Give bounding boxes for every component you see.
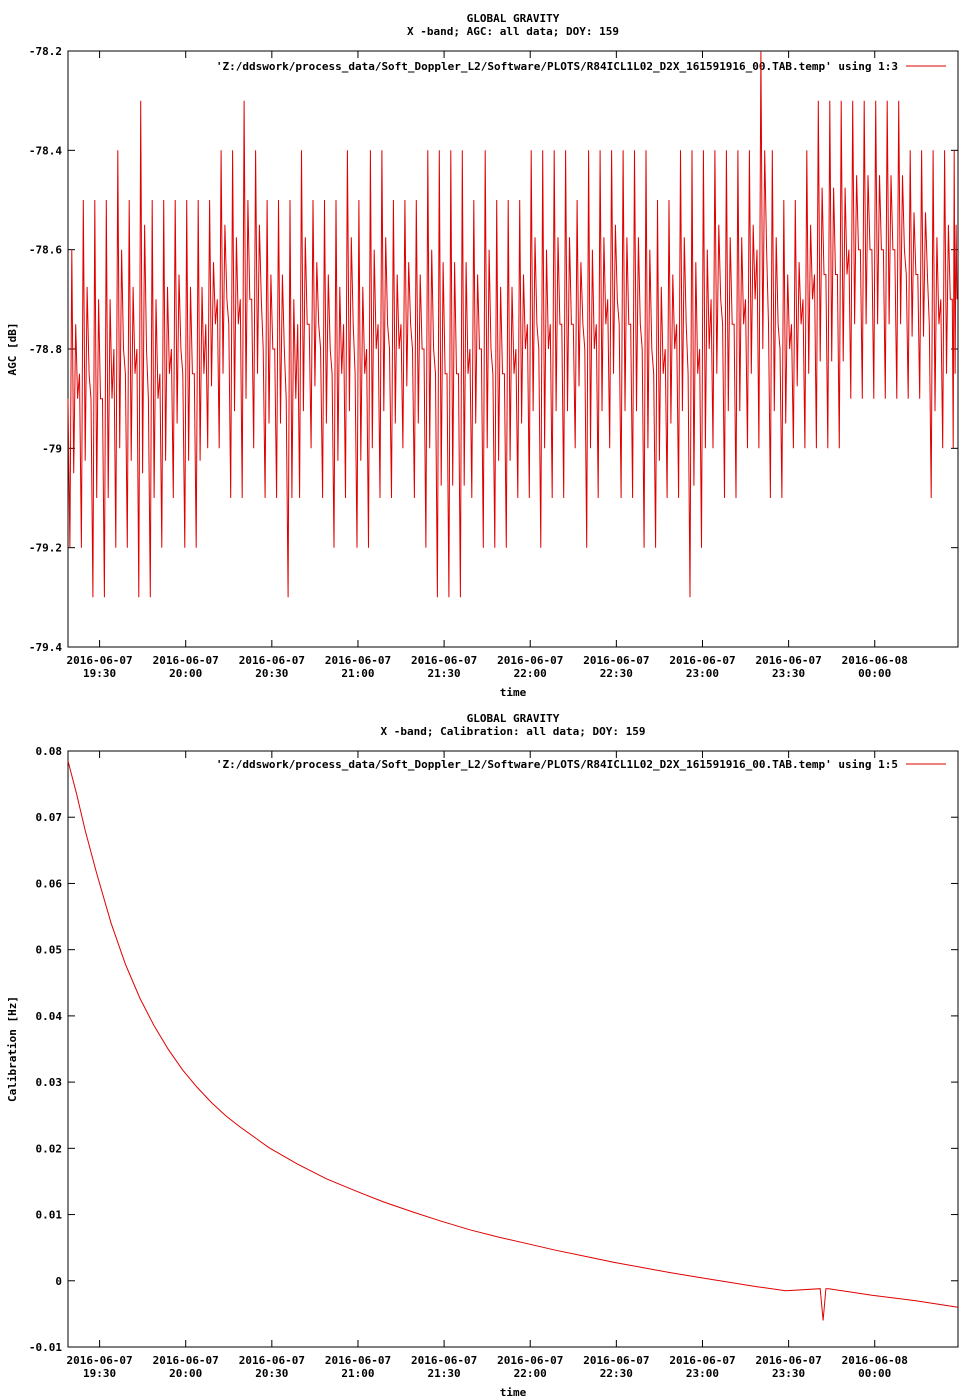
chart-subtitle: X -band; Calibration: all data; DOY: 159 — [381, 725, 646, 738]
chart-subtitle: X -band; AGC: all data; DOY: 159 — [407, 25, 619, 38]
series-line — [67, 760, 959, 1321]
x-tick-time: 00:00 — [858, 1367, 891, 1380]
x-tick-date: 2016-06-07 — [669, 1354, 735, 1367]
x-tick-date: 2016-06-08 — [842, 1354, 908, 1367]
x-tick-date: 2016-06-07 — [325, 654, 391, 667]
x-tick-time: 00:00 — [858, 667, 891, 680]
x-tick-time: 23:30 — [772, 1367, 805, 1380]
x-tick-date: 2016-06-07 — [325, 1354, 391, 1367]
x-tick-time: 21:00 — [341, 667, 374, 680]
x-axis-label: time — [500, 686, 527, 699]
y-tick-label: -79 — [42, 442, 62, 455]
y-tick-label: -79.4 — [29, 641, 62, 654]
y-tick-label: -78.8 — [29, 343, 62, 356]
x-tick-time: 20:30 — [255, 1367, 288, 1380]
y-tick-label: 0.06 — [36, 877, 63, 890]
x-tick-date: 2016-06-07 — [153, 654, 219, 667]
x-tick-time: 19:30 — [83, 667, 116, 680]
y-axis-label: AGC [dB] — [6, 323, 19, 376]
y-tick-label: 0.02 — [36, 1142, 63, 1155]
legend-label: 'Z:/ddswork/process_data/Soft_Doppler_L2… — [216, 60, 898, 73]
x-tick-date: 2016-06-07 — [153, 1354, 219, 1367]
y-tick-label: 0.05 — [36, 944, 63, 957]
x-tick-time: 20:00 — [169, 1367, 202, 1380]
x-tick-date: 2016-06-07 — [411, 654, 477, 667]
x-tick-date: 2016-06-07 — [66, 654, 132, 667]
x-tick-date: 2016-06-07 — [755, 654, 821, 667]
x-tick-time: 23:00 — [686, 667, 719, 680]
y-tick-label: 0 — [55, 1275, 62, 1288]
y-tick-label: 0.01 — [36, 1209, 63, 1222]
x-tick-date: 2016-06-07 — [497, 1354, 563, 1367]
y-tick-label: -78.2 — [29, 45, 62, 58]
x-axis-label: time — [500, 1386, 527, 1399]
x-tick-date: 2016-06-07 — [497, 654, 563, 667]
x-tick-date: 2016-06-07 — [66, 1354, 132, 1367]
series-line — [67, 50, 958, 598]
x-tick-time: 21:00 — [341, 1367, 374, 1380]
x-tick-time: 22:30 — [600, 1367, 633, 1380]
chart-title: GLOBAL GRAVITY — [467, 12, 560, 25]
y-tick-label: 0.04 — [36, 1010, 63, 1023]
chart-title: GLOBAL GRAVITY — [467, 712, 560, 725]
x-tick-date: 2016-06-07 — [411, 1354, 477, 1367]
plot-frame — [67, 750, 959, 1348]
y-tick-label: -78.6 — [29, 244, 62, 257]
x-tick-time: 21:30 — [428, 1367, 461, 1380]
x-tick-time: 20:00 — [169, 667, 202, 680]
x-tick-time: 23:00 — [686, 1367, 719, 1380]
legend-label: 'Z:/ddswork/process_data/Soft_Doppler_L2… — [216, 758, 898, 771]
x-tick-time: 22:30 — [600, 667, 633, 680]
x-tick-date: 2016-06-08 — [842, 654, 908, 667]
x-tick-date: 2016-06-07 — [583, 654, 649, 667]
x-tick-date: 2016-06-07 — [669, 654, 735, 667]
x-tick-time: 20:30 — [255, 667, 288, 680]
y-tick-label: 0.07 — [36, 811, 63, 824]
y-tick-label: -78.4 — [29, 144, 62, 157]
x-tick-date: 2016-06-07 — [755, 1354, 821, 1367]
x-tick-time: 23:30 — [772, 667, 805, 680]
y-axis-label: Calibration [Hz] — [6, 996, 19, 1102]
y-tick-label: -0.01 — [29, 1341, 62, 1354]
x-tick-time: 21:30 — [428, 667, 461, 680]
x-tick-date: 2016-06-07 — [239, 654, 305, 667]
x-tick-time: 19:30 — [83, 1367, 116, 1380]
y-tick-label: 0.08 — [36, 745, 63, 758]
y-tick-label: 0.03 — [36, 1076, 63, 1089]
x-tick-time: 22:00 — [514, 1367, 547, 1380]
x-tick-date: 2016-06-07 — [239, 1354, 305, 1367]
y-tick-label: -79.2 — [29, 542, 62, 555]
x-tick-time: 22:00 — [514, 667, 547, 680]
x-tick-date: 2016-06-07 — [583, 1354, 649, 1367]
